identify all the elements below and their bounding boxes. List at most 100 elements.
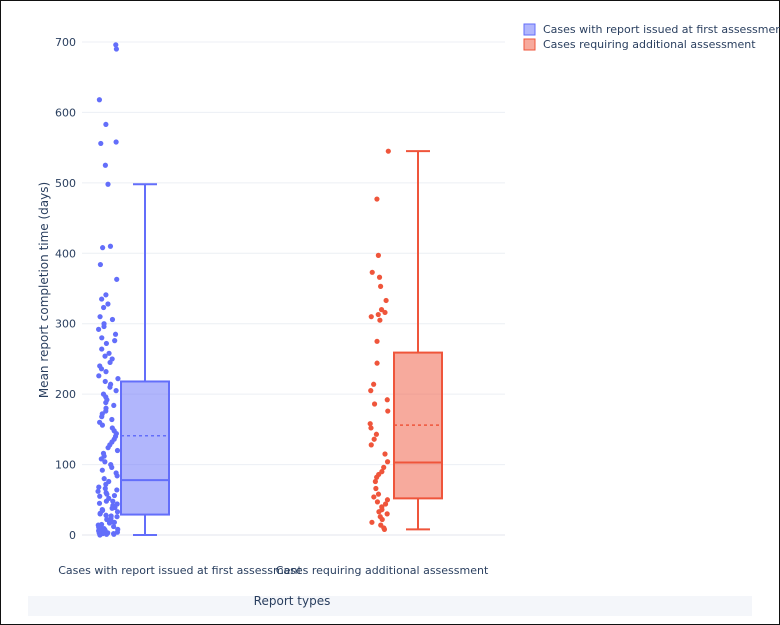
point-additional-assessment-19 (367, 421, 373, 427)
point-first-assessment-58 (105, 445, 111, 451)
point-first-assessment-23 (112, 338, 118, 344)
point-additional-assessment-5 (378, 283, 384, 289)
point-additional-assessment-6 (383, 297, 389, 304)
legend-swatch-first-assessment (523, 23, 536, 36)
point-additional-assessment-21 (373, 431, 380, 437)
point-additional-assessment-25 (384, 459, 391, 465)
point-additional-assessment-31 (373, 485, 379, 492)
y-tick-labels: 0 100 200 300 400 500 600 700 (55, 36, 76, 542)
point-first-assessment-33 (96, 373, 102, 379)
iqr-box-first-assessment (120, 380, 170, 516)
point-additional-assessment-15 (368, 388, 374, 394)
point-additional-assessment-43 (369, 519, 375, 525)
point-first-assessment-22 (99, 335, 105, 341)
point-additional-assessment-33 (371, 494, 377, 500)
point-additional-assessment-46 (381, 526, 388, 532)
point-first-assessment-13 (99, 296, 105, 302)
point-first-assessment-117 (109, 505, 115, 511)
y-tick-200: 200 (55, 388, 76, 401)
point-first-assessment-19 (101, 323, 107, 330)
point-first-assessment-116 (114, 501, 120, 507)
point-first-assessment-1 (113, 46, 119, 52)
point-first-assessment-31 (98, 366, 105, 372)
point-first-assessment-3 (103, 121, 109, 128)
boxes (120, 150, 443, 536)
y-tick-700: 700 (55, 36, 76, 49)
point-additional-assessment-32 (375, 491, 382, 497)
point-first-assessment-6 (102, 162, 108, 168)
point-first-assessment-32 (103, 369, 109, 375)
point-first-assessment-24 (103, 340, 110, 347)
point-additional-assessment-2 (375, 252, 381, 258)
point-first-assessment-75 (111, 492, 118, 499)
point-first-assessment-21 (112, 331, 119, 337)
point-additional-assessment-1 (374, 196, 380, 202)
point-first-assessment-50 (99, 422, 106, 428)
point-additional-assessment-26 (381, 464, 387, 470)
point-first-assessment-47 (99, 414, 105, 420)
point-first-assessment-42 (103, 399, 109, 406)
point-first-assessment-38 (113, 388, 119, 394)
bottom-band (28, 596, 752, 616)
point-first-assessment-114 (103, 531, 110, 537)
legend-label-additional-assessment: Cases requiring additional assessment (543, 38, 756, 51)
point-first-assessment-37 (107, 384, 113, 390)
point-first-assessment-34 (115, 376, 121, 382)
point-first-assessment-29 (107, 359, 113, 366)
legend-item-first-assessment[interactable]: Cases with report issued at first assess… (523, 23, 780, 36)
point-first-assessment-68 (114, 473, 120, 479)
point-additional-assessment-39 (376, 509, 382, 515)
point-additional-assessment-9 (375, 311, 381, 318)
point-additional-assessment-7 (378, 307, 385, 313)
point-first-assessment-43 (111, 402, 117, 409)
legend-label-first-assessment: Cases with report issued at first assess… (543, 23, 780, 36)
point-first-assessment-98 (104, 491, 110, 497)
box-additional-assessment (393, 150, 443, 531)
point-first-assessment-14 (105, 301, 111, 307)
x-tick-label-additional-assessment: Cases requiring additional assessment (276, 564, 489, 577)
point-first-assessment-45 (103, 408, 109, 414)
point-first-assessment-4 (113, 139, 119, 145)
point-additional-assessment-3 (369, 269, 375, 275)
point-first-assessment-77 (103, 498, 109, 504)
point-first-assessment-106 (110, 498, 116, 504)
point-first-assessment-16 (97, 314, 103, 320)
point-first-assessment-8 (107, 243, 114, 249)
point-first-assessment-109 (114, 514, 120, 520)
point-additional-assessment-40 (384, 511, 390, 517)
point-additional-assessment-12 (374, 338, 380, 344)
point-additional-assessment-17 (371, 401, 378, 407)
point-first-assessment-107 (97, 493, 103, 499)
point-first-assessment-99 (95, 488, 101, 494)
y-tick-100: 100 (55, 459, 76, 472)
point-first-assessment-11 (114, 276, 120, 282)
point-first-assessment-48 (109, 416, 115, 423)
point-first-assessment-65 (109, 464, 115, 470)
point-first-assessment-89 (111, 523, 117, 530)
point-first-assessment-7 (105, 181, 111, 187)
data-points (95, 42, 391, 538)
point-additional-assessment-18 (385, 408, 391, 414)
point-first-assessment-27 (102, 353, 108, 359)
point-additional-assessment-16 (384, 397, 390, 403)
point-additional-assessment-10 (368, 314, 374, 320)
point-first-assessment-96 (111, 531, 117, 537)
point-first-assessment-15 (101, 304, 107, 311)
point-additional-assessment-29 (374, 474, 380, 480)
point-first-assessment-78 (96, 500, 103, 506)
point-first-assessment-20 (95, 326, 102, 332)
point-first-assessment-63 (102, 459, 108, 465)
point-first-assessment-9 (100, 245, 106, 251)
point-additional-assessment-11 (377, 317, 383, 323)
legend-item-additional-assessment[interactable]: Cases requiring additional assessment (523, 38, 756, 51)
box-first-assessment (120, 183, 170, 536)
point-additional-assessment-34 (384, 497, 391, 503)
point-additional-assessment-24 (382, 451, 388, 457)
point-first-assessment-119 (109, 519, 115, 525)
point-first-assessment-10 (97, 261, 104, 268)
point-additional-assessment-35 (374, 499, 381, 505)
y-axis-title: Mean report completion time (days) (37, 182, 51, 398)
point-first-assessment-72 (96, 484, 102, 490)
point-first-assessment-118 (103, 512, 109, 518)
